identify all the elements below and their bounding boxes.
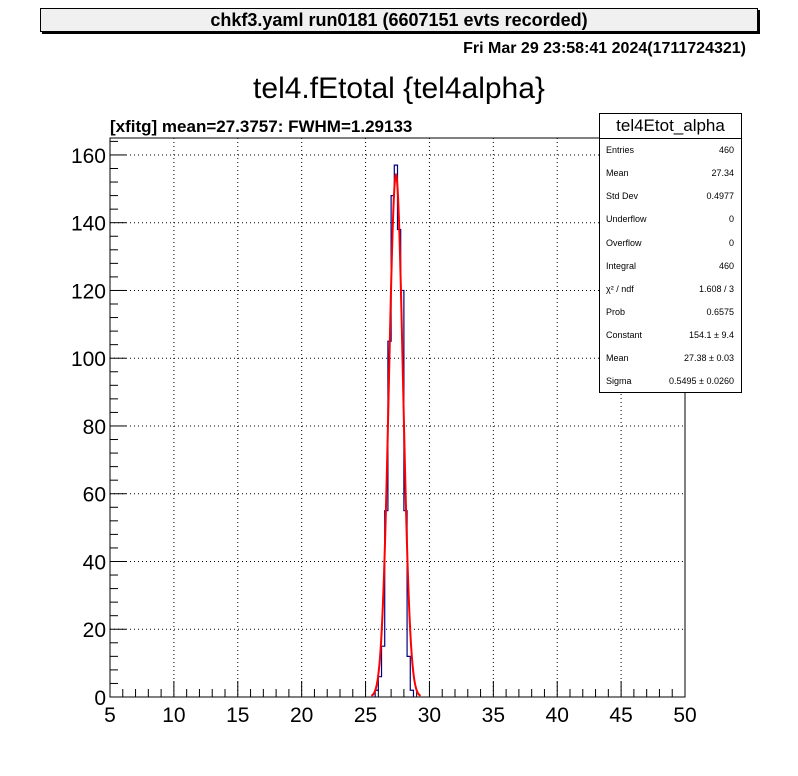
stat-value: 154.1 ± 9.4 <box>689 330 734 340</box>
stat-label: Integral <box>606 261 637 271</box>
stats-box: tel4Etot_alpha Entries 460 Mean 27.34 St… <box>599 113 742 393</box>
stat-value: 0.6575 <box>706 307 734 317</box>
stat-label: Sigma <box>606 376 632 386</box>
x-tick-label: 5 <box>104 704 116 727</box>
x-tick-label: 10 <box>162 704 185 727</box>
histogram-series <box>374 164 415 697</box>
stat-label: Underflow <box>606 214 647 224</box>
stat-label: Prob <box>606 307 626 317</box>
stat-value: 0.4977 <box>706 191 734 201</box>
stat-row-entries: Entries 460 <box>606 145 734 159</box>
y-tick-label: 20 <box>83 619 106 642</box>
y-tick-label: 80 <box>83 416 106 439</box>
stat-row-mean: Mean 27.34 <box>606 168 734 182</box>
x-tick-label: 40 <box>546 704 569 727</box>
stat-row-underflow: Underflow 0 <box>606 214 734 228</box>
stat-label: Entries <box>606 145 635 155</box>
histogram-bin <box>394 165 397 697</box>
stat-label: χ² / ndf <box>606 284 634 294</box>
stat-row-integral: Integral 460 <box>606 261 734 275</box>
stat-value: 27.34 <box>711 168 734 178</box>
stat-label: Mean <box>606 168 629 178</box>
timestamp: Fri Mar 29 23:58:41 2024(1711724321) <box>463 40 746 57</box>
stat-value: 27.38 ± 0.03 <box>684 353 734 363</box>
stat-value: 0 <box>728 214 734 224</box>
y-tick-label: 100 <box>71 348 106 371</box>
y-tick-label: 0 <box>94 687 106 710</box>
stat-row-sigma: Sigma 0.5495 ± 0.0260 <box>606 376 734 390</box>
stat-row-fit-mean: Mean 27.38 ± 0.03 <box>606 353 734 367</box>
y-tick-label: 160 <box>71 145 106 168</box>
y-tick-label: 40 <box>83 551 106 574</box>
stat-row-prob: Prob 0.6575 <box>606 307 734 321</box>
stat-value: 460 <box>718 261 734 271</box>
y-tick-label: 140 <box>71 213 106 236</box>
stat-label: Mean <box>606 353 629 363</box>
stat-label: Constant <box>606 330 643 340</box>
chart-title: tel4.fEtotal {tel4alpha} <box>253 72 545 105</box>
gaussian-fit-curve <box>370 172 422 697</box>
stat-value: 0.5495 ± 0.0260 <box>669 376 734 386</box>
stat-row-std-dev: Std Dev 0.4977 <box>606 191 734 205</box>
x-tick-label: 50 <box>673 704 696 727</box>
x-tick-label: 25 <box>354 704 377 727</box>
stat-value: 460 <box>718 145 734 155</box>
stat-row-constant: Constant 154.1 ± 9.4 <box>606 330 734 344</box>
stat-row-overflow: Overflow 0 <box>606 238 734 252</box>
stat-label: Overflow <box>606 238 642 248</box>
y-tick-label: 120 <box>71 280 106 303</box>
fit-summary: [xfitg] mean=27.3757: FWHM=1.29133 <box>110 117 413 136</box>
x-tick-label: 45 <box>609 704 632 727</box>
stats-title: tel4Etot_alpha <box>600 114 741 139</box>
y-tick-label: 60 <box>83 484 106 507</box>
x-tick-label: 15 <box>226 704 249 727</box>
x-tick-label: 30 <box>418 704 441 727</box>
x-tick-label: 35 <box>482 704 505 727</box>
x-tick-label: 20 <box>290 704 313 727</box>
stat-value: 0 <box>728 238 734 248</box>
run-info-banner: chkf3.yaml run0181 (6607151 evts recorde… <box>40 8 758 32</box>
plot-frame <box>109 137 686 698</box>
stat-label: Std Dev <box>606 191 639 201</box>
stat-value: 1.608 / 3 <box>698 284 734 294</box>
stat-row-chi2-ndf: χ² / ndf 1.608 / 3 <box>606 284 734 298</box>
